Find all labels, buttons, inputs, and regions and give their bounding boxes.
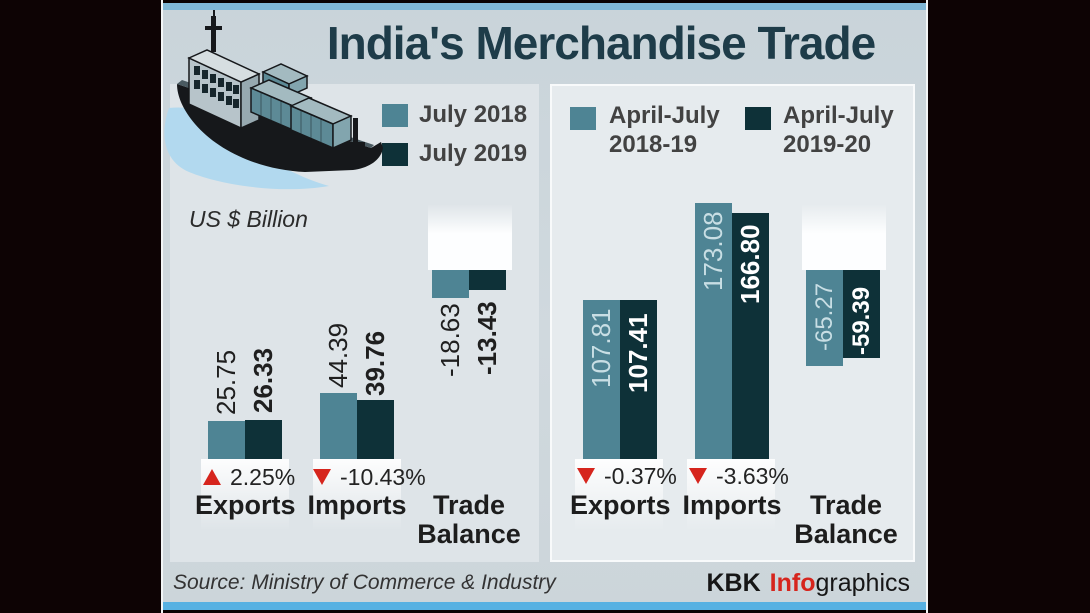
legend-swatch-july-2018	[382, 104, 408, 127]
category-imports-cumulative: Imports	[682, 490, 782, 520]
glow	[802, 204, 886, 270]
left-white-edge	[161, 0, 163, 613]
legend-label-apr-jul-2018-19: April-July 2018-19	[609, 101, 720, 159]
right-white-edge	[926, 0, 928, 613]
value-exports-2019-20: 107.41	[623, 313, 653, 393]
category-imports-monthly: Imports	[307, 490, 407, 520]
bar-exports-july-2019	[245, 420, 282, 459]
value-exports-2018-19: 107.81	[586, 308, 616, 388]
bottom-dark-edge	[161, 610, 928, 613]
change-value: 2.25%	[230, 463, 296, 490]
value-exports-july-2019: 26.33	[248, 347, 278, 413]
source-credit: Source: Ministry of Commerce & Industry	[173, 571, 556, 594]
bar-imports-july-2019	[357, 400, 394, 459]
up-triangle-icon	[203, 469, 221, 485]
legend-label-apr-jul-2019-20: April-July 2019-20	[783, 101, 894, 159]
bar-trade-balance-july-2018	[432, 270, 469, 298]
bar-imports-2018-19	[695, 203, 732, 459]
bar-exports-july-2018	[208, 421, 245, 459]
category-line: Balance	[417, 519, 521, 549]
change-imports-cumulative: -3.63%	[689, 462, 789, 489]
legend-line: 2019-20	[783, 131, 872, 158]
cargo-ship-icon	[164, 4, 383, 190]
change-value: -10.43%	[340, 463, 426, 490]
legend-line: 2018-19	[609, 131, 698, 158]
down-triangle-icon	[313, 469, 331, 485]
glow	[428, 204, 512, 270]
bar-trade-balance-july-2019	[469, 270, 506, 290]
value-trade-balance-july-2019: -13.43	[472, 301, 502, 375]
legend-label-july-2018: July 2018	[419, 101, 528, 128]
change-value: -0.37%	[604, 462, 677, 489]
category-trade-balance-monthly: Trade Balance	[417, 491, 521, 549]
value-trade-balance-2018-19: -65.27	[811, 282, 838, 351]
value-imports-july-2018: 44.39	[323, 322, 353, 388]
down-triangle-icon	[577, 468, 595, 484]
legend-swatch-july-2019	[382, 143, 408, 166]
category-trade-balance-cumulative: Trade Balance	[794, 491, 898, 549]
bottom-blue-strip	[161, 602, 928, 610]
value-imports-july-2019: 39.76	[360, 330, 390, 396]
bar-exports-2018-19	[583, 300, 620, 459]
category-exports-cumulative: Exports	[570, 490, 671, 520]
change-exports-cumulative: -0.37%	[577, 462, 677, 489]
category-line: Balance	[794, 519, 898, 549]
credit-info: Info	[769, 569, 816, 597]
value-trade-balance-july-2018: -18.63	[435, 303, 465, 377]
bar-imports-july-2018	[320, 393, 357, 459]
category-line: Trade	[809, 490, 883, 520]
containers	[249, 63, 353, 150]
top-dark-edge	[161, 0, 928, 3]
category-line: Trade	[432, 490, 506, 520]
change-exports-monthly: 2.25%	[203, 463, 296, 490]
legend-label-july-2019: July 2019	[419, 140, 528, 167]
legend-line: April-July	[609, 102, 720, 129]
change-value: -3.63%	[716, 462, 789, 489]
top-blue-strip	[161, 3, 928, 10]
down-triangle-icon	[689, 468, 707, 484]
change-imports-monthly: -10.43%	[313, 463, 426, 490]
credit-kbk: KBK	[706, 569, 761, 597]
category-exports-monthly: Exports	[195, 490, 296, 520]
bar-trade-balance-2019-20	[843, 270, 880, 358]
bar-exports-2019-20	[620, 300, 657, 459]
bridge-windows	[194, 66, 239, 108]
legend-line: April-July	[783, 102, 894, 129]
value-imports-2018-19: 173.08	[698, 211, 728, 291]
credit-graphics: graphics	[815, 569, 911, 597]
value-exports-july-2018: 25.75	[211, 349, 241, 415]
legend-swatch-apr-jul-2018-19	[570, 107, 596, 130]
unit-label: US $ Billion	[189, 206, 308, 232]
legend-swatch-apr-jul-2019-20	[745, 107, 771, 130]
value-trade-balance-2019-20: -59.39	[848, 286, 875, 355]
value-imports-2019-20: 166.80	[735, 224, 765, 304]
infographic: India's Merchandise Trade	[161, 0, 928, 613]
page-title: India's Merchandise Trade	[326, 17, 876, 69]
bar-imports-2019-20	[732, 213, 769, 459]
bar-trade-balance-2018-19	[806, 270, 843, 366]
agency-credit: KBK Infographics	[707, 569, 911, 598]
